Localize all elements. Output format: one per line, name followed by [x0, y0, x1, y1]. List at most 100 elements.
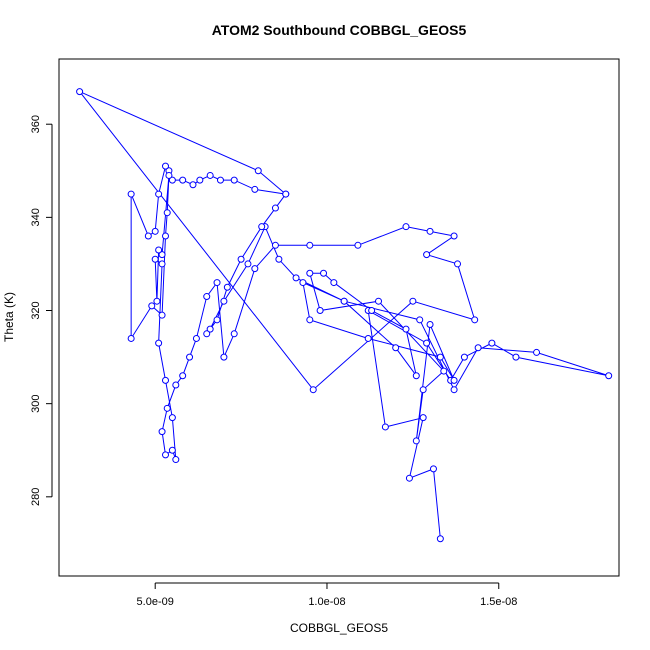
data-point [258, 223, 266, 231]
data-point [168, 446, 176, 454]
data-point [436, 353, 444, 361]
data-point [237, 255, 245, 263]
data-point [179, 176, 187, 184]
data-point [306, 241, 314, 249]
data-point [364, 334, 372, 342]
data-point [405, 474, 413, 482]
data-point [450, 386, 458, 394]
data-point [275, 255, 283, 263]
data-point [189, 181, 197, 189]
data-point [162, 376, 170, 384]
data-point [426, 227, 434, 235]
data-point [392, 344, 400, 352]
y-axis: 280 300 320 340 360 [30, 115, 53, 506]
data-point [436, 535, 444, 543]
data-point [419, 414, 427, 422]
data-point [423, 339, 431, 347]
data-point [412, 437, 420, 445]
data-point [416, 316, 424, 324]
data-point [460, 353, 468, 361]
data-point [306, 316, 314, 324]
data-point [203, 330, 211, 338]
data-point [151, 227, 159, 235]
data-point [230, 330, 238, 338]
x-axis-label: COBBGL_GEOS5 [290, 621, 388, 635]
data-point [213, 279, 221, 287]
x-tick-label: 1.0e-08 [308, 596, 345, 608]
data-point [316, 307, 324, 315]
data-point [203, 293, 211, 301]
data-point [158, 428, 166, 436]
data-point [474, 344, 482, 352]
data-point [168, 176, 176, 184]
data-point [251, 185, 259, 193]
data-point [306, 269, 314, 277]
data-point [165, 171, 173, 179]
data-point [172, 381, 180, 389]
data-point [155, 246, 163, 254]
data-point [471, 316, 479, 324]
x-tick-label: 5.0e-09 [137, 596, 174, 608]
data-point [320, 269, 328, 277]
data-point [426, 320, 434, 328]
data-point [158, 311, 166, 319]
data-point [158, 260, 166, 268]
data-point [402, 325, 410, 333]
plot-area-border [58, 58, 620, 577]
data-point [450, 232, 458, 240]
data-point [155, 190, 163, 198]
y-tick-label: 360 [30, 115, 42, 133]
data-point [354, 241, 362, 249]
data-point [148, 302, 156, 310]
data-point [271, 241, 279, 249]
data-point [206, 325, 214, 333]
data-point [213, 316, 221, 324]
data-point [76, 88, 84, 96]
data-point [402, 223, 410, 231]
data-point [162, 162, 170, 170]
data-point [440, 367, 448, 375]
data-point [381, 423, 389, 431]
data-point [163, 209, 171, 217]
data-point [251, 265, 259, 273]
data-point [340, 297, 348, 305]
data-point [412, 372, 420, 380]
series-layer [76, 88, 613, 543]
chart-title: ATOM2 Southbound COBBGL_GEOS5 [212, 22, 467, 38]
x-tick-label: 1.5e-08 [480, 596, 517, 608]
data-point [220, 297, 228, 305]
data-point [144, 232, 152, 240]
data-point [220, 353, 228, 361]
data-point [168, 414, 176, 422]
data-point [419, 386, 427, 394]
data-point [179, 372, 187, 380]
data-point [223, 283, 231, 291]
y-axis-label: Theta (K) [2, 292, 16, 342]
data-point [186, 353, 194, 361]
data-point [158, 251, 166, 259]
data-point [162, 232, 170, 240]
data-point [512, 353, 520, 361]
data-point [230, 176, 238, 184]
y-tick-label: 300 [30, 394, 42, 412]
data-point [488, 339, 496, 347]
y-tick-label: 340 [30, 208, 42, 226]
data-point [605, 372, 613, 380]
data-point [271, 204, 279, 212]
x-axis: 5.0e-09 1.0e-08 1.5e-08 [137, 582, 517, 608]
data-point [282, 190, 290, 198]
data-point [163, 404, 171, 412]
data-point [429, 465, 437, 473]
data-point [454, 260, 462, 268]
data-point [368, 307, 376, 315]
data-point [375, 297, 383, 305]
data-point [206, 171, 214, 179]
data-point [172, 456, 180, 464]
y-tick-label: 320 [30, 301, 42, 319]
data-point [127, 334, 135, 342]
data-point [153, 297, 161, 305]
y-tick-label: 280 [30, 488, 42, 506]
data-point [192, 334, 200, 342]
data-point [409, 297, 417, 305]
